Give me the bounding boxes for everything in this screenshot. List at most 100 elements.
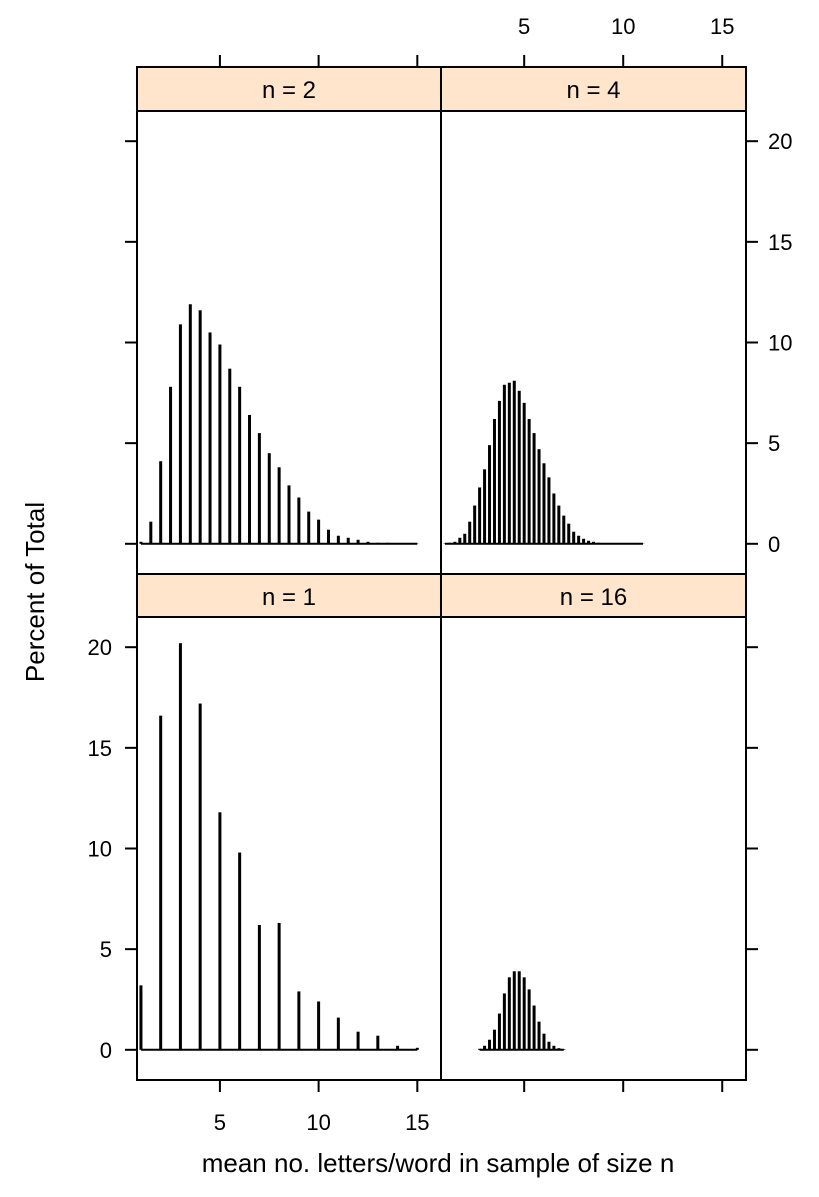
bar (448, 543, 451, 544)
bar (218, 812, 221, 1050)
bar (327, 530, 330, 544)
bar (538, 1022, 541, 1050)
bar (347, 538, 350, 544)
bar (376, 543, 379, 544)
bar (228, 369, 231, 544)
bar (189, 304, 192, 544)
frame-bottom-left (137, 617, 441, 1080)
bar (488, 445, 491, 544)
bar (493, 419, 496, 544)
x-tick-label: 5 (518, 14, 530, 39)
bar (357, 1032, 360, 1050)
x-axis-title: mean no. letters/word in sample of size … (202, 1148, 675, 1178)
bar (498, 401, 501, 544)
bar (533, 1006, 536, 1050)
bar (508, 383, 511, 544)
bar (488, 1040, 491, 1050)
bar (478, 1049, 481, 1050)
panel-top-right (443, 381, 644, 544)
y-tick-label: 5 (768, 431, 780, 456)
bar (248, 415, 251, 544)
x-tick-label: 10 (611, 14, 635, 39)
bar (258, 925, 261, 1050)
bar (523, 977, 526, 1049)
bar (498, 1014, 501, 1050)
y-tick-label: 0 (100, 1038, 112, 1063)
bar (503, 385, 506, 544)
bar (493, 1030, 496, 1050)
bar (557, 506, 560, 544)
y-tick-label: 10 (88, 837, 112, 862)
bar (366, 542, 369, 544)
bar (528, 419, 531, 544)
bar (258, 433, 261, 544)
bar (557, 1048, 560, 1050)
y-tick-label: 15 (88, 736, 112, 761)
bar (518, 971, 521, 1050)
strip-label-top-right: n = 4 (566, 77, 620, 104)
bar (513, 971, 516, 1050)
bar (159, 461, 162, 544)
bar (473, 506, 476, 544)
bar (533, 433, 536, 544)
bar (562, 516, 565, 544)
bar (238, 387, 241, 544)
bar (582, 539, 585, 544)
bar (523, 403, 526, 544)
bar (297, 991, 300, 1049)
bar (376, 1036, 379, 1050)
bar (483, 469, 486, 543)
bar (602, 543, 605, 544)
bar (567, 524, 570, 544)
bar (547, 1042, 550, 1050)
bar (386, 543, 389, 544)
panel-bottom-left (139, 643, 418, 1050)
bar (179, 643, 182, 1050)
bar (268, 453, 271, 544)
bar (278, 467, 281, 543)
bar (278, 923, 281, 1050)
x-tick-label: 15 (405, 1110, 429, 1135)
y-tick-label: 20 (88, 635, 112, 660)
bar (458, 538, 461, 544)
bar (518, 391, 521, 544)
bar (337, 536, 340, 544)
bar (238, 853, 241, 1050)
panel-top-left (139, 304, 418, 544)
bar (396, 1046, 399, 1050)
x-tick-label: 10 (306, 1110, 330, 1135)
panel-bottom-right (478, 971, 565, 1050)
bar (483, 1046, 486, 1050)
y-tick-label: 20 (768, 129, 792, 154)
frame-bottom-right (441, 617, 746, 1080)
bar (503, 993, 506, 1049)
bar (199, 310, 202, 544)
bar (169, 387, 172, 544)
bar (547, 477, 550, 543)
bar (468, 522, 471, 544)
bar (538, 449, 541, 544)
bar (139, 985, 142, 1049)
strip-label-top-left: n = 2 (262, 77, 316, 104)
bar (337, 1018, 340, 1050)
bar (209, 332, 212, 543)
bar (508, 977, 511, 1049)
bar (542, 1034, 545, 1050)
y-axis-title: Percent of Total (20, 502, 50, 682)
bar (159, 716, 162, 1050)
strip-label-bottom-right: n = 16 (560, 584, 627, 611)
bar (513, 381, 516, 544)
x-tick-label: 15 (710, 14, 734, 39)
bar (577, 536, 580, 544)
y-tick-label: 15 (768, 230, 792, 255)
bar (139, 542, 142, 544)
bar (288, 485, 291, 543)
bar (179, 324, 182, 543)
y-tick-label: 5 (100, 937, 112, 962)
bar (149, 522, 152, 544)
bar (317, 520, 320, 544)
bar (317, 1001, 320, 1049)
bar (587, 541, 590, 544)
bar (572, 532, 575, 544)
